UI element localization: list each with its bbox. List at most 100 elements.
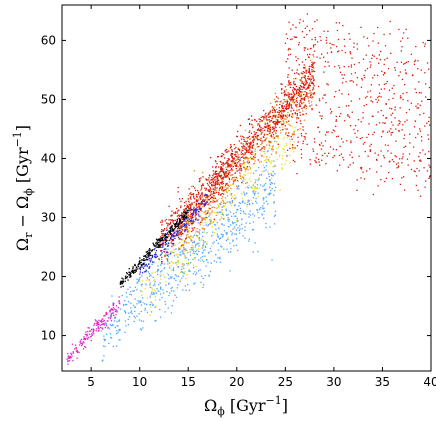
data-point: [214, 189, 216, 191]
data-point: [228, 201, 230, 203]
data-point: [252, 213, 254, 215]
data-point: [308, 84, 310, 86]
data-point: [217, 179, 220, 181]
data-point: [289, 154, 291, 156]
data-point: [220, 176, 222, 178]
data-point: [254, 242, 256, 244]
data-point: [234, 199, 236, 201]
data-point: [227, 217, 229, 219]
data-point: [364, 76, 366, 79]
data-point: [201, 203, 203, 205]
data-point: [207, 197, 209, 199]
data-point: [298, 44, 300, 46]
data-point: [294, 113, 297, 115]
data-point: [339, 67, 341, 69]
data-point: [185, 203, 188, 205]
data-point: [246, 144, 248, 146]
data-point: [167, 239, 169, 242]
data-point: [302, 73, 304, 75]
data-point: [385, 117, 387, 119]
data-point: [180, 238, 182, 240]
data-point: [183, 218, 186, 220]
data-point: [260, 116, 262, 118]
data-point: [254, 133, 257, 135]
data-point: [294, 126, 296, 129]
data-point: [208, 190, 210, 192]
data-point: [282, 149, 285, 151]
data-point: [289, 124, 291, 127]
data-point: [202, 284, 205, 286]
data-point: [303, 97, 306, 99]
data-point: [428, 150, 430, 153]
data-point: [227, 162, 229, 165]
data-point: [251, 158, 253, 160]
data-point: [231, 215, 233, 218]
data-point: [350, 140, 352, 142]
data-point: [208, 215, 210, 217]
data-point: [193, 283, 195, 285]
data-point: [236, 130, 239, 133]
data-point: [221, 192, 223, 195]
data-point: [227, 237, 229, 239]
data-point: [211, 245, 213, 248]
data-point: [274, 106, 276, 108]
data-point: [295, 94, 297, 96]
data-point: [312, 66, 314, 68]
data-point: [220, 163, 223, 166]
data-point: [314, 141, 316, 143]
data-point: [285, 143, 288, 145]
data-point: [201, 194, 204, 196]
data-point: [226, 187, 228, 189]
data-point: [269, 140, 271, 143]
data-point: [260, 144, 262, 146]
data-point: [252, 184, 255, 186]
data-point: [218, 206, 220, 208]
data-point: [105, 323, 108, 325]
data-point: [209, 201, 211, 204]
data-point: [189, 220, 191, 223]
data-point: [167, 255, 170, 258]
data-point: [177, 259, 180, 261]
data-point: [204, 219, 207, 221]
data-point: [376, 159, 378, 161]
data-point: [159, 254, 162, 256]
data-point: [279, 120, 281, 123]
data-point: [230, 187, 232, 190]
data-point: [226, 191, 228, 193]
data-point: [215, 165, 217, 168]
data-point: [154, 271, 156, 273]
data-point: [296, 116, 298, 119]
data-point: [239, 225, 241, 227]
data-point: [183, 216, 185, 219]
data-point: [179, 222, 181, 224]
data-point: [278, 113, 280, 116]
data-point: [258, 177, 260, 179]
y-axis-omega-r: Ω: [13, 238, 32, 251]
data-point: [243, 163, 245, 165]
data-point: [217, 191, 220, 194]
data-point: [288, 80, 290, 82]
data-point: [305, 95, 307, 97]
data-point: [296, 112, 299, 115]
data-point: [196, 203, 198, 205]
data-point: [254, 192, 256, 194]
data-point: [191, 213, 193, 215]
data-point: [258, 178, 260, 180]
data-point: [275, 135, 277, 137]
data-point: [221, 212, 224, 214]
data-point: [269, 110, 272, 112]
data-point: [234, 233, 236, 235]
data-point: [190, 208, 192, 211]
data-point: [215, 239, 218, 241]
data-point: [403, 32, 405, 34]
data-point: [163, 238, 166, 240]
data-point: [170, 236, 172, 239]
data-point: [202, 217, 205, 219]
data-point: [221, 177, 224, 179]
data-point: [277, 114, 279, 116]
data-point: [184, 215, 187, 217]
data-point: [134, 317, 136, 319]
data-point: [325, 42, 328, 44]
data-point: [228, 210, 230, 212]
data-point: [248, 184, 250, 187]
